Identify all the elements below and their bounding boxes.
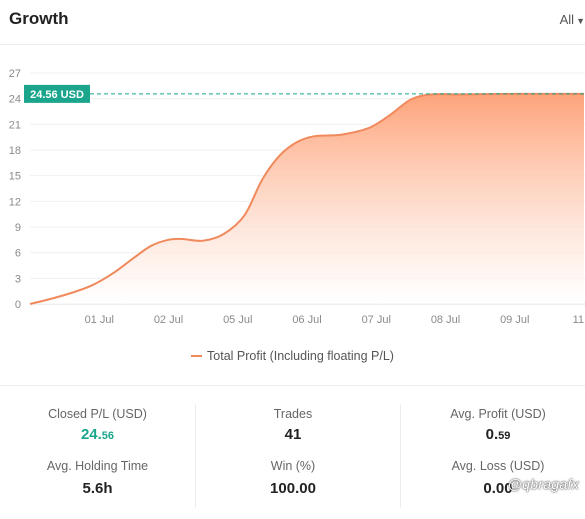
trades-label: Trades [273,407,313,421]
closed-pl-int: 24. [80,426,102,443]
y-tick-label: 21 [9,119,21,131]
win-label: Win (%) [270,459,316,473]
chart-legend[interactable]: Total Profit (Including floating P/L) [0,349,585,363]
x-tick-label: 05 Jul [223,314,252,326]
avg-loss-value: 0.00 [483,480,513,497]
y-tick-label: 0 [15,299,21,311]
y-tick-label: 9 [15,222,21,234]
legend-swatch [191,354,203,357]
panel-title: Growth [9,9,69,28]
avg-holding-value: 5.6h [82,480,113,497]
trades-value: 41 [284,426,302,443]
closed-pl-value: 24.56 [0,426,195,443]
x-tick-label: 06 Jul [292,314,321,326]
x-tick-label: 01 Jul [85,314,114,326]
reference-value-badge [24,84,90,103]
y-tick-label: 6 [15,248,21,260]
series-line[interactable] [29,92,585,305]
y-tick-label: 12 [9,196,21,208]
avg-profit-dec: 59 [498,430,511,442]
win-value: 100.00 [270,480,316,497]
y-tick-label: 24 [9,94,21,106]
avg-profit-value: 0.59 [401,426,585,443]
x-tick-label: 09 Jul [500,314,529,326]
chevron-down-icon: ▼ [576,16,585,26]
closed-pl-dec: 56 [101,430,115,442]
stats-panel: Closed P/L (USD) 24.56 Avg. Holding Time… [0,386,585,519]
legend-label: Total Profit (Including floating P/L) [207,349,394,363]
avg-holding-label: Avg. Holding Time [46,459,149,473]
series-area-fill [30,93,584,305]
divider [0,385,585,386]
range-dropdown[interactable]: All ▼ [560,12,585,27]
x-tick-label: 08 Jul [431,314,460,326]
stats-column-1: Closed P/L (USD) 24.56 Avg. Holding Time… [0,386,195,519]
y-tick-label: 18 [9,145,21,157]
range-dropdown-label: All [559,12,575,27]
avg-profit-label: Avg. Profit (USD) [450,407,546,421]
y-tick-label: 3 [15,273,21,285]
closed-pl-label: Closed P/L (USD) [48,407,147,421]
panel-header: Growth All ▼ [0,0,585,45]
growth-chart[interactable]: 0 3 6 9 12 15 18 21 24 27 01 Jul 02 Jul 05 Jul 06 Jul… [0,46,585,336]
y-tick-label: 15 [9,171,21,183]
stats-column-2: Trades 41 Win (%) 100.00 [195,404,390,508]
x-tick-label: 02 Jul [154,314,183,326]
x-tick-label: 07 Jul [362,314,391,326]
watermark-text: @qbragafx [507,476,579,492]
stats-column-3: Avg. Profit (USD) 0.59 Avg. Loss (USD) 0… [400,404,585,508]
avg-loss-label: Avg. Loss (USD) [451,459,545,473]
y-tick-label: 27 [9,68,21,80]
reference-value-label: 24.56 USD [30,89,84,101]
x-tick-label: 11 [573,314,584,326]
avg-profit-int: 0. [485,426,499,443]
